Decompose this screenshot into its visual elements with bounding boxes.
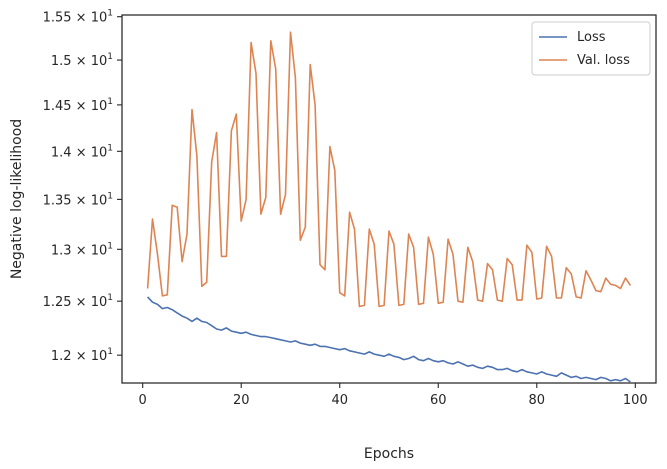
x-tick-label: 100 [623, 393, 648, 408]
x-tick-label: 0 [139, 393, 147, 408]
x-axis-ticks: 0 20 40 60 80 100 [139, 383, 648, 408]
y-tick-label: 1.5 × 101 [51, 52, 113, 69]
legend: Loss Val. loss [531, 21, 651, 76]
series-line-val-loss [146, 31, 632, 308]
y-tick-label: 1.2 × 101 [51, 347, 113, 364]
legend-label-val-loss: Val. loss [577, 53, 630, 68]
legend-label-loss: Loss [577, 30, 606, 45]
series-layer [146, 31, 632, 383]
y-tick-label: 1.4 × 101 [51, 143, 113, 160]
y-tick-label: 1.25 × 101 [43, 293, 113, 310]
x-tick-label: 60 [430, 393, 447, 408]
x-tick-label: 20 [233, 393, 250, 408]
x-tick-label: 80 [529, 393, 546, 408]
y-tick-label: 1.55 × 101 [43, 9, 113, 26]
legend-box [531, 21, 651, 76]
x-axis-label: Epochs [364, 446, 414, 462]
series-line-loss [147, 296, 631, 383]
y-axis-ticks: 1.2 × 101 1.25 × 101 1.3 × 101 1.35 × 101 1.… [43, 9, 122, 364]
y-tick-label: 1.45 × 101 [43, 97, 113, 114]
y-tick-label: 1.35 × 101 [43, 191, 113, 208]
y-tick-label: 1.3 × 101 [51, 241, 113, 258]
x-tick-label: 40 [331, 393, 348, 408]
y-axis-label: Negative log-likelihood [9, 119, 25, 279]
